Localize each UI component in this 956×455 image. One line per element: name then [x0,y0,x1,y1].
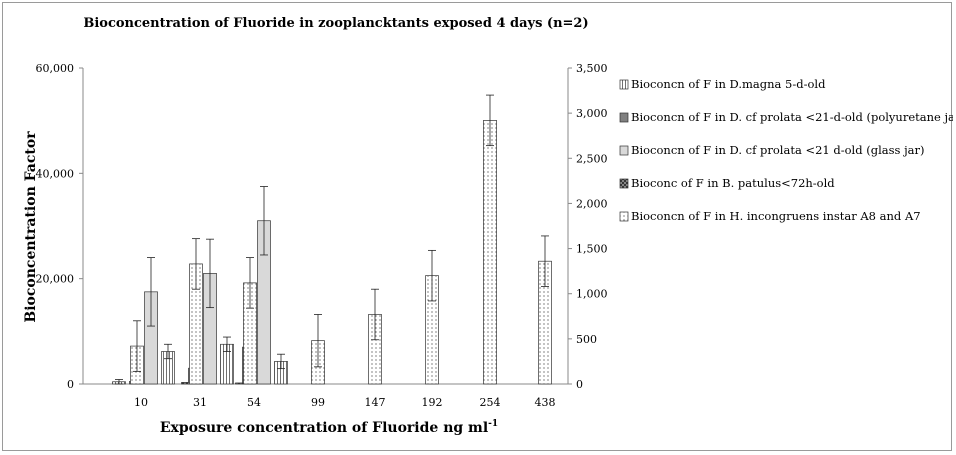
legend-swatch [619,79,629,90]
legend-swatch [619,112,629,123]
x-axis-title: Exposure concentration of Fluoride ng ml… [160,419,498,436]
x-tick-label: 192 [422,396,443,409]
legend-swatch [619,211,629,222]
x-axis-title-text: Exposure concentration of Fluoride ng ml [160,420,488,436]
right-tick-label: 1,000 [576,288,608,301]
x-axis-title-superscript: -1 [488,419,498,429]
bioconcentration-chart: Bioconcentration of Fluoride in zooplanc… [23,16,953,436]
bar [483,120,497,385]
right-tick-label: 2,000 [576,197,608,210]
x-tick-label: 254 [480,396,501,409]
left-tick-label: 40,000 [36,167,75,180]
legend-swatch [619,178,629,189]
right-tick-label: 3,000 [576,107,608,120]
right-tick-label: 0 [576,378,583,391]
x-tick-label: 438 [535,396,556,409]
x-tick-label: 99 [311,396,325,409]
legend-entry: Bioconc of F in B. patulus<72h-old [631,176,835,190]
right-tick-label: 1,500 [576,243,608,256]
ticks: 0 20,000 40,000 60,000 0 500 1,000 1,500 2,000 2,… [36,62,608,409]
legend-entry: Bioconcn of F in D. cf prolata <21-d-old… [631,110,953,124]
legend-entry: Bioconcn of F in D. cf prolata <21 d-old… [631,143,925,157]
x-tick-label: 10 [134,396,148,409]
right-tick-label: 500 [576,333,597,346]
right-tick-label: 3,500 [576,62,608,75]
x-tick-label: 54 [247,396,261,409]
left-tick-label: 20,000 [36,273,75,286]
chart-title: Bioconcentration of Fluoride in zooplanc… [83,16,588,31]
legend-entry: Bioconcn of F in D.magna 5-d-old [631,77,826,91]
left-tick-label: 60,000 [36,62,75,75]
x-tick-label: 31 [193,396,207,409]
bars [112,94,552,385]
legend: Bioconcn of F in D.magna 5-d-old Bioconcn… [619,77,953,223]
y-axis-title: Bioconcentration Factor [23,131,39,323]
x-tick-label: 147 [365,396,386,409]
legend-swatch [619,145,629,156]
left-tick-label: 0 [67,378,74,391]
legend-entry: Bioconcn of F in H. incongruens instar A… [631,209,921,223]
right-tick-label: 2,500 [576,152,608,165]
